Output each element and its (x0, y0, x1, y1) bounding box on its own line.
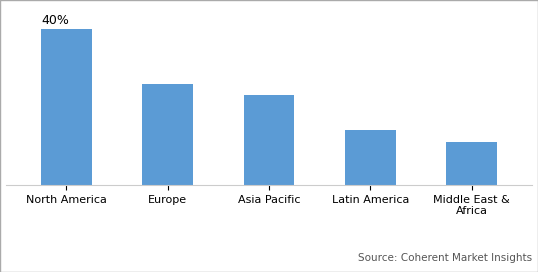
Bar (447, 142, 497, 185)
Bar (345, 130, 395, 185)
Bar (143, 84, 193, 185)
Bar (41, 29, 91, 185)
Text: Source: Coherent Market Insights: Source: Coherent Market Insights (358, 253, 533, 263)
Bar (244, 95, 294, 185)
Text: 40%: 40% (41, 14, 69, 27)
